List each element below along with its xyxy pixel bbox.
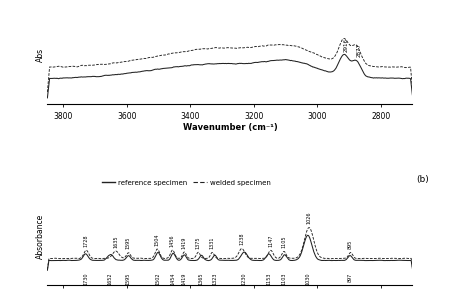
Text: 1153: 1153	[266, 272, 271, 285]
Text: 1419: 1419	[182, 272, 187, 285]
Text: 1456: 1456	[170, 234, 175, 247]
Text: 1147: 1147	[268, 235, 273, 247]
Text: 1502: 1502	[155, 272, 160, 285]
Text: 1595: 1595	[126, 237, 131, 249]
Text: 1454: 1454	[171, 272, 175, 285]
Text: 1323: 1323	[212, 272, 217, 285]
Text: 2877: 2877	[356, 43, 361, 57]
Text: 1105: 1105	[282, 235, 286, 248]
Text: 1728: 1728	[83, 234, 89, 247]
Text: 1595: 1595	[126, 272, 131, 285]
Text: 1504: 1504	[155, 233, 160, 246]
Text: 1103: 1103	[282, 272, 287, 285]
Text: 1730: 1730	[83, 272, 88, 285]
Text: 2916: 2916	[344, 38, 349, 52]
Y-axis label: Abs: Abs	[36, 48, 45, 62]
Text: 1238: 1238	[239, 233, 244, 245]
Legend: reference specimen, welded specimen: reference specimen, welded specimen	[99, 177, 273, 189]
X-axis label: Wavenumber (cm⁻¹): Wavenumber (cm⁻¹)	[182, 123, 277, 132]
Text: (b): (b)	[416, 175, 429, 184]
Text: 1375: 1375	[196, 236, 201, 249]
Text: 895: 895	[348, 240, 353, 249]
Text: 1026: 1026	[306, 212, 311, 224]
Text: 1331: 1331	[210, 237, 215, 249]
Text: 1230: 1230	[242, 272, 246, 285]
Text: 1365: 1365	[199, 272, 204, 285]
Text: 1419: 1419	[182, 236, 187, 249]
Y-axis label: Absorbance: Absorbance	[36, 214, 45, 259]
Text: 1652: 1652	[108, 272, 113, 285]
Text: 897: 897	[347, 272, 352, 282]
Text: 1030: 1030	[305, 272, 310, 285]
Text: 1635: 1635	[113, 235, 118, 248]
